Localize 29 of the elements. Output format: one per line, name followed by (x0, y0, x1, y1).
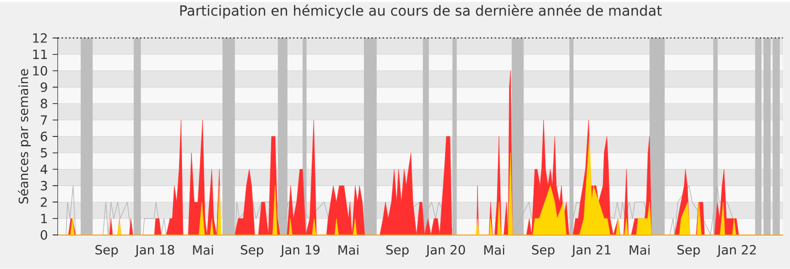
x-tick-label: Jan 22 (716, 244, 756, 257)
x-tick-label: Jan 20 (426, 244, 465, 257)
x-tick-label: Mai (338, 245, 358, 255)
y-tick-label: 12 (33, 33, 47, 43)
y-tick-label: 9 (40, 82, 48, 92)
x-tick-label: Sep (96, 244, 118, 258)
x-tick-label: Mai (193, 245, 213, 255)
y-tick-label: 11 (33, 50, 47, 59)
x-tick-label: Sep (240, 244, 264, 258)
y-tick-label: 7 (40, 115, 47, 125)
y-tick-label: 5 (40, 148, 47, 158)
chart-title: Participation en hémicycle au cours de sa dernière année de mandat (180, 4, 662, 19)
y-tick-label: 3 (40, 180, 47, 190)
y-tick-label: 1 (41, 214, 47, 224)
x-tick-label: Sep (386, 244, 409, 258)
x-tick-label: Jan 21 (571, 244, 610, 257)
x-tick-label: Mai (630, 245, 650, 255)
y-tick-label: 4 (40, 164, 48, 174)
y-tick-label: 10 (33, 66, 48, 76)
y-axis-title: Séances par semaine (18, 69, 31, 204)
x-tick-label: Mai (484, 245, 504, 255)
x-tick-label: Jan 18 (134, 244, 174, 257)
y-tick-label: 6 (40, 132, 48, 142)
x-tick-label: Sep (677, 244, 700, 258)
y-tick-label: 0 (40, 230, 48, 240)
y-tick-label: 8 (40, 98, 48, 108)
x-tick-label: Jan 19 (280, 244, 320, 257)
x-tick-label: Sep (532, 244, 554, 258)
y-tick-label: 2 (40, 197, 47, 207)
